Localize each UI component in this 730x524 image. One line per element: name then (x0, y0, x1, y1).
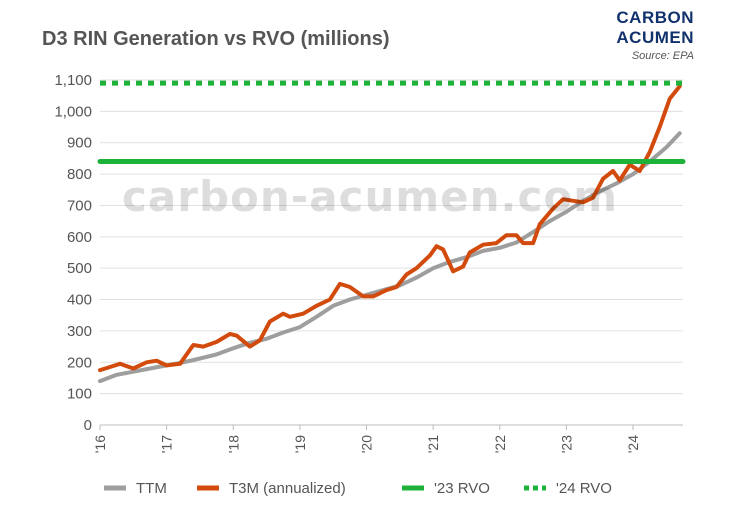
source-note: Source: EPA (631, 50, 694, 62)
legend-label: TTM (136, 480, 167, 497)
y-tick-label: 100 (67, 386, 92, 403)
brand-line-1: CARBON (616, 8, 694, 27)
brand-line-2: ACUMEN (616, 28, 694, 47)
x-tick-label: '19 (292, 435, 308, 453)
grid-lines (100, 79, 683, 426)
y-tick-label: 0 (84, 417, 92, 434)
x-tick-label: '18 (225, 435, 241, 453)
y-tick-label: 900 (67, 135, 92, 152)
legend: TTM T3M (annualized) '23 RVO '24 RVO (104, 480, 612, 497)
y-tick-label: 800 (67, 166, 92, 183)
y-tick-label: 600 (67, 229, 92, 246)
y-tick-label: 1,100 (54, 72, 92, 89)
legend-label: '24 RVO (556, 480, 612, 497)
x-tick-label: '21 (425, 435, 441, 453)
legend-label: '23 RVO (434, 480, 490, 497)
brand-logo: CARBON ACUMEN Source: EPA (616, 8, 694, 62)
x-tick-label: '23 (558, 435, 574, 453)
y-tick-label: 1,000 (54, 103, 92, 120)
x-tick-label: '20 (359, 435, 375, 453)
chart-title: D3 RIN Generation vs RVO (millions) (42, 28, 390, 50)
x-tick-label: '17 (159, 435, 175, 453)
series-lines (97, 80, 686, 384)
y-tick-label: 400 (67, 292, 92, 309)
series-line (98, 131, 682, 384)
series-line (98, 84, 682, 373)
x-tick-label: '16 (92, 435, 108, 453)
x-tick-label: '24 (625, 435, 641, 453)
y-tick-label: 500 (67, 260, 92, 277)
y-tick-label: 300 (67, 323, 92, 340)
y-tick-label: 200 (67, 354, 92, 371)
x-axis-ticks: '16 '17 '18 '19 '20 '21 '22 '23 '24 (92, 425, 641, 453)
x-tick-label: '22 (492, 435, 508, 453)
y-tick-label: 700 (67, 197, 92, 214)
legend-label: T3M (annualized) (229, 480, 346, 497)
watermark: carbon-acumen.com (122, 172, 618, 221)
y-axis-ticks: 0 100 200 300 400 500 600 700 800 900 1,000 1,100 (54, 72, 92, 434)
